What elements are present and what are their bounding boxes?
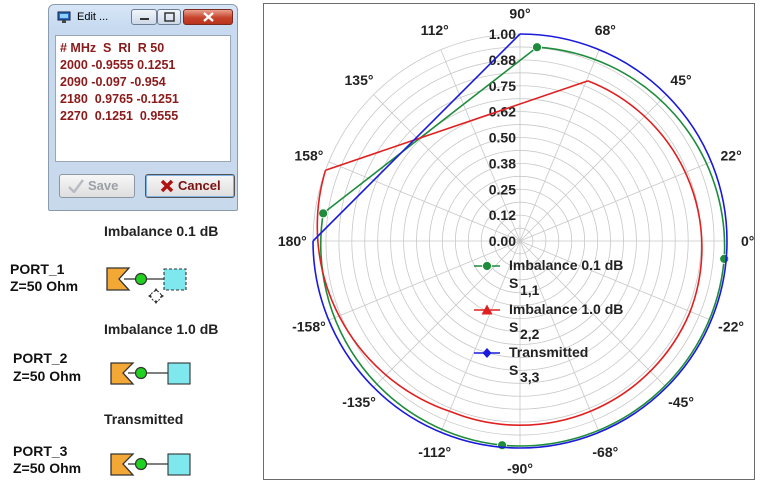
- port-3-symbol[interactable]: [108, 451, 198, 491]
- port-2-symbol[interactable]: [108, 360, 198, 400]
- load-icon: [168, 454, 190, 475]
- polar-plot-svg: 0.000.120.250.380.500.620.750.881.0090°6…: [264, 4, 754, 479]
- angle-label: 180°: [278, 233, 307, 249]
- node-icon: [136, 459, 147, 470]
- minimize-button[interactable]: [131, 9, 157, 25]
- angle-label: 90°: [509, 5, 530, 21]
- text-line: 2180 0.9765 -0.1251: [60, 91, 230, 108]
- angle-label: 68°: [595, 22, 616, 38]
- series-chord: [326, 81, 588, 170]
- radial-tick-label: 0.75: [489, 78, 516, 94]
- grid-spoke: [329, 162, 520, 241]
- angle-label: 135°: [345, 72, 374, 88]
- legend-label: Imbalance 1.0 dB: [509, 301, 623, 317]
- text-line: # MHz S RI R 50: [60, 40, 230, 57]
- port-2-impedance: Z=50 Ohm: [13, 368, 81, 384]
- imbalance-0-1-label: Imbalance 0.1 dB: [104, 223, 218, 239]
- legend-label: Imbalance 0.1 dB: [509, 257, 623, 273]
- data-point: [483, 348, 492, 358]
- maximize-button[interactable]: [157, 9, 181, 25]
- angle-label: 158°: [294, 148, 323, 164]
- angle-label: -112°: [418, 444, 451, 460]
- text-line: 2270 0.1251 0.9555: [60, 108, 230, 125]
- legend-sublabel: S: [509, 319, 518, 335]
- close-icon: [184, 10, 234, 24]
- radial-tick-label: 0.50: [489, 130, 516, 146]
- angle-label: -135°: [342, 394, 376, 410]
- series-1: [319, 43, 729, 450]
- legend-sublabel: S: [509, 275, 518, 291]
- legend-subscript: 1,1: [520, 282, 540, 298]
- radial-tick-label: 0.25: [489, 181, 516, 197]
- legend-subscript: 2,2: [520, 326, 540, 342]
- data-point: [320, 165, 326, 171]
- grid-spoke: [520, 50, 599, 241]
- angle-label: -22°: [718, 318, 744, 334]
- radial-tick-label: 0.12: [489, 207, 516, 223]
- grid-spoke: [329, 241, 520, 320]
- radial-tick-label: 0.88: [489, 52, 516, 68]
- port-1-impedance: Z=50 Ohm: [10, 278, 78, 294]
- maximize-icon: [158, 10, 182, 24]
- port-3-impedance: Z=50 Ohm: [13, 460, 81, 476]
- port-2-name: PORT_2: [13, 350, 67, 366]
- angle-label: 112°: [421, 22, 449, 38]
- radial-tick-label: 1.00: [489, 26, 516, 42]
- title-bar[interactable]: Edit ...: [53, 8, 233, 28]
- node-icon: [136, 368, 147, 379]
- load-icon: [164, 269, 186, 290]
- radial-tick-label: 0.00: [489, 233, 516, 249]
- angle-label: -90°: [507, 461, 533, 477]
- cancel-button[interactable]: Cancel: [145, 174, 235, 198]
- angle-label: -68°: [592, 444, 618, 460]
- grid-spoke: [520, 162, 711, 241]
- angle-label: -158°: [292, 318, 326, 334]
- grid-spoke: [374, 241, 520, 387]
- port-1-name: PORT_1: [10, 261, 64, 277]
- save-label: Save: [88, 175, 118, 197]
- data-point: [319, 209, 328, 218]
- imbalance-1-0-label: Imbalance 1.0 dB: [104, 321, 218, 337]
- legend-label: Transmitted: [509, 344, 588, 360]
- transmitted-label: Transmitted: [104, 411, 183, 427]
- angle-label: 45°: [670, 72, 691, 88]
- node-icon: [136, 274, 147, 285]
- radial-tick-label: 0.38: [489, 155, 516, 171]
- save-button[interactable]: Save: [59, 174, 135, 198]
- checkmark-icon: [68, 179, 84, 193]
- cancel-label: Cancel: [178, 175, 221, 197]
- text-line: 2090 -0.097 -0.954: [60, 74, 230, 91]
- app-icon: [57, 11, 71, 24]
- minimize-icon: [132, 10, 158, 24]
- port-1-symbol[interactable]: [104, 266, 194, 308]
- edit-window: Edit ... # MHz S RI R 50 2000 -0.9555 0.…: [48, 4, 238, 211]
- angle-label: -45°: [668, 394, 694, 410]
- close-button[interactable]: [183, 9, 233, 25]
- load-icon: [168, 363, 190, 384]
- data-point: [498, 441, 507, 450]
- port-3-name: PORT_3: [13, 443, 67, 459]
- touchstone-text-area[interactable]: # MHz S RI R 50 2000 -0.9555 0.1251 2090…: [55, 35, 231, 162]
- x-icon: [160, 179, 174, 193]
- text-line: 2000 -0.9555 0.1251: [60, 57, 230, 74]
- angle-label: 0°: [741, 233, 754, 249]
- angle-label: 22°: [721, 148, 742, 164]
- data-point: [483, 262, 492, 271]
- move-cursor-icon: [148, 288, 164, 304]
- legend-subscript: 3,3: [520, 369, 540, 385]
- legend-sublabel: S: [509, 362, 518, 378]
- window-title: Edit ...: [77, 11, 108, 23]
- data-point: [533, 43, 542, 52]
- data-point: [720, 254, 729, 263]
